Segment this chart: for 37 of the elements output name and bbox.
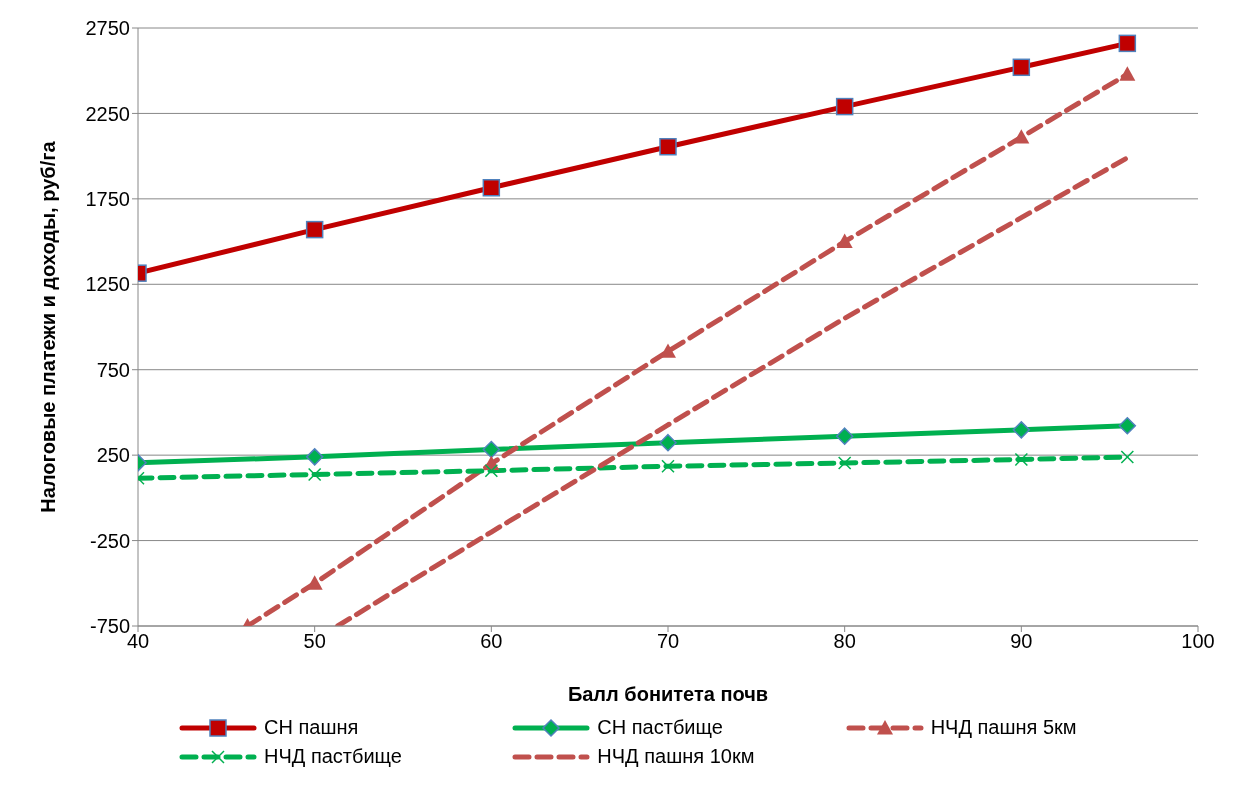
- point: [836, 233, 853, 248]
- x-tick-label: 70: [656, 630, 680, 653]
- x-axis-title: Балл бонитета почв: [567, 683, 769, 705]
- y-tick-label: -250: [89, 529, 130, 552]
- point: [1012, 421, 1031, 439]
- point: [1012, 58, 1031, 77]
- point: [835, 97, 854, 116]
- point: [1013, 129, 1030, 144]
- y-tick-label: 250: [96, 444, 130, 467]
- point: [659, 433, 677, 452]
- y-axis-title: Налоговые платежи и доходы, руб/га: [37, 140, 60, 513]
- point: [659, 138, 677, 156]
- x-tick-label: 90: [1010, 630, 1033, 653]
- y-tick-label: 2750: [85, 17, 130, 40]
- point: [1118, 34, 1137, 53]
- point: [482, 179, 501, 197]
- point: [1119, 66, 1136, 81]
- legend-label: СН пашня: [264, 716, 359, 739]
- x-tick-label: 100: [1181, 630, 1215, 653]
- point: [305, 448, 324, 466]
- y-tick-label: -750: [89, 615, 130, 638]
- point: [660, 343, 676, 358]
- y-tick-label: 750: [96, 358, 130, 381]
- x-tick-label: 60: [480, 630, 503, 653]
- x-tick-label: 80: [833, 630, 856, 653]
- point: [482, 440, 501, 459]
- point: [835, 427, 854, 445]
- legend-label: НЧД пашня 5км: [930, 716, 1077, 739]
- legend-label: НЧД пастбище: [264, 745, 402, 768]
- legend-label: СН пастбище: [597, 716, 723, 739]
- y-tick-label: 2250: [85, 102, 130, 125]
- point: [305, 220, 324, 239]
- point: [1118, 417, 1137, 435]
- x-tick-label: 50: [303, 630, 326, 653]
- y-tick-label: 1250: [85, 273, 130, 296]
- y-tick-label: 1750: [85, 187, 130, 210]
- legend-label: НЧД пашня 10км: [597, 745, 755, 768]
